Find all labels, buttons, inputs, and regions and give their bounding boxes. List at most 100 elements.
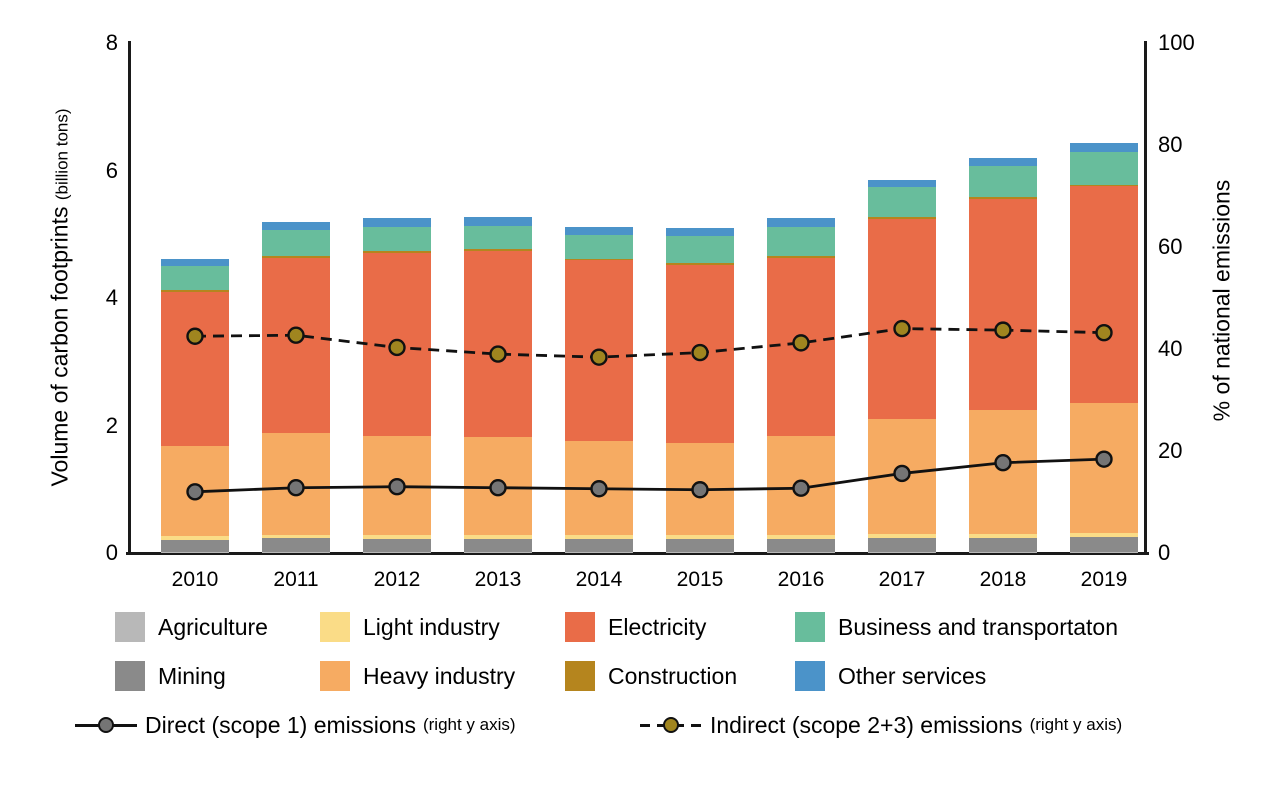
bar-segment-construction — [565, 258, 633, 261]
marker-direct-scope-1-emissions-2015 — [691, 481, 709, 499]
legend-line-sample-direct-scope-1-emissions — [75, 715, 137, 735]
legend-label-light-industry: Light industry — [363, 613, 500, 640]
bar-segment-electricity — [464, 250, 532, 437]
x-tick-2017: 2017 — [878, 568, 926, 591]
bar-segment-business-and-transportaton — [464, 226, 532, 249]
plot-area — [130, 43, 1145, 553]
bar-segment-construction — [868, 217, 936, 219]
bar-2010 — [161, 259, 229, 553]
marker-direct-scope-1-emissions-2011 — [287, 479, 305, 497]
y-axis-left-line — [128, 41, 131, 555]
bar-2011 — [262, 222, 330, 553]
bar-segment-other-services — [161, 259, 229, 267]
bar-segment-light-industry — [161, 535, 229, 540]
bar-segment-electricity — [262, 257, 330, 434]
legend-item-light-industry: Light industry — [320, 612, 500, 642]
x-tick-2011: 2011 — [273, 568, 319, 591]
bar-segment-mining — [262, 538, 330, 552]
marker-indirect-scope-2-3-emissions-2019 — [1095, 323, 1113, 342]
left-tick-8: 8 — [105, 30, 118, 55]
right-tick-100: 100 — [1158, 30, 1195, 55]
left-tick-2: 2 — [105, 412, 118, 438]
bar-segment-agriculture — [1070, 551, 1138, 553]
bar-segment-mining — [868, 537, 936, 552]
legend-item-electricity: Electricity — [565, 612, 706, 642]
marker-direct-scope-1-emissions-2017 — [893, 464, 911, 483]
x-tick-2016: 2016 — [777, 568, 825, 591]
bar-segment-other-services — [363, 218, 431, 227]
legend-swatch-mining — [115, 661, 145, 691]
bar-segment-business-and-transportaton — [363, 226, 431, 251]
x-tick-2013: 2013 — [474, 568, 522, 591]
right-tick-40: 40 — [1158, 336, 1183, 361]
bar-2018 — [969, 157, 1037, 553]
bar-segment-light-industry — [262, 534, 330, 539]
legend-swatch-other-services — [795, 661, 825, 691]
bar-segment-business-and-transportaton — [1070, 152, 1138, 185]
x-tick-2019: 2019 — [1080, 568, 1128, 591]
x-tick-2012: 2012 — [373, 568, 421, 591]
bar-segment-mining — [969, 537, 1037, 552]
legend-item-direct-scope-1-emissions: Direct (scope 1) emissions (right y axis) — [75, 710, 516, 740]
bar-segment-light-industry — [464, 535, 532, 539]
bar-2013 — [464, 217, 532, 553]
right-tick-0: 0 — [1158, 540, 1171, 565]
bar-segment-electricity — [161, 291, 229, 446]
legend-label-mining: Mining — [158, 662, 226, 689]
bar-segment-light-industry — [868, 533, 936, 538]
right-tick-20: 20 — [1158, 438, 1183, 463]
bar-segment-light-industry — [666, 535, 734, 539]
marker-indirect-scope-2-3-emissions-2011 — [287, 326, 305, 344]
bar-segment-agriculture — [666, 551, 734, 553]
x-tick-2014: 2014 — [575, 568, 623, 591]
bar-segment-mining — [666, 538, 734, 552]
bar-segment-light-industry — [565, 535, 633, 539]
legend-swatch-electricity — [565, 612, 595, 642]
marker-direct-scope-1-emissions-2010 — [186, 483, 204, 501]
bar-segment-electricity — [969, 199, 1037, 411]
bar-segment-construction — [464, 248, 532, 251]
bar-segment-business-and-transportaton — [565, 234, 633, 259]
left-axis-title-unit: (billion tons) — [52, 108, 72, 201]
legend-line-sample-indirect-scope-2-3-emissions — [640, 715, 702, 735]
bar-segment-other-services — [969, 157, 1037, 167]
bar-segment-other-services — [666, 227, 734, 237]
bar-segment-light-industry — [1070, 533, 1138, 538]
right-tick-80: 80 — [1158, 132, 1183, 157]
bar-segment-business-and-transportaton — [161, 266, 229, 290]
bar-segment-mining — [464, 538, 532, 552]
marker-indirect-scope-2-3-emissions-2018 — [994, 321, 1012, 339]
legend-line-marker-direct-scope-1-emissions — [98, 717, 114, 733]
line-direct-scope-1-emissions — [194, 457, 1105, 494]
bar-2019 — [1070, 143, 1138, 553]
bar-segment-agriculture — [161, 551, 229, 553]
bar-segment-construction — [1070, 184, 1138, 187]
line-indirect-scope-2-3-emissions — [194, 327, 1105, 359]
bar-segment-construction — [161, 289, 229, 292]
x-axis-line — [126, 552, 1149, 555]
marker-direct-scope-1-emissions-2016 — [792, 479, 810, 497]
bar-segment-mining — [1070, 537, 1138, 552]
legend-item-construction: Construction — [565, 661, 737, 691]
marker-indirect-scope-2-3-emissions-2017 — [893, 319, 911, 338]
legend-label-indirect-scope-2-3-emissions: Indirect (scope 2+3) emissions — [710, 711, 1023, 738]
legend-label-electricity: Electricity — [608, 613, 707, 640]
bar-segment-other-services — [464, 217, 532, 227]
x-tick-2010: 2010 — [171, 568, 219, 591]
legend-label-agriculture: Agriculture — [158, 613, 268, 640]
bar-segment-agriculture — [767, 551, 835, 553]
bar-segment-other-services — [868, 180, 936, 188]
x-tick-2018: 2018 — [979, 568, 1027, 591]
marker-indirect-scope-2-3-emissions-2010 — [186, 327, 204, 345]
bar-segment-electricity — [868, 219, 936, 419]
bar-segment-construction — [262, 255, 330, 258]
bar-segment-light-industry — [363, 535, 431, 539]
bar-segment-construction — [969, 197, 1037, 200]
right-axis-title: % of national emissions — [1208, 179, 1235, 422]
legend-swatch-construction — [565, 661, 595, 691]
bar-segment-business-and-transportaton — [868, 187, 936, 218]
bar-segment-light-industry — [969, 533, 1037, 538]
bar-segment-business-and-transportaton — [767, 226, 835, 256]
bar-segment-other-services — [767, 218, 835, 227]
marker-indirect-scope-2-3-emissions-2016 — [792, 334, 810, 352]
